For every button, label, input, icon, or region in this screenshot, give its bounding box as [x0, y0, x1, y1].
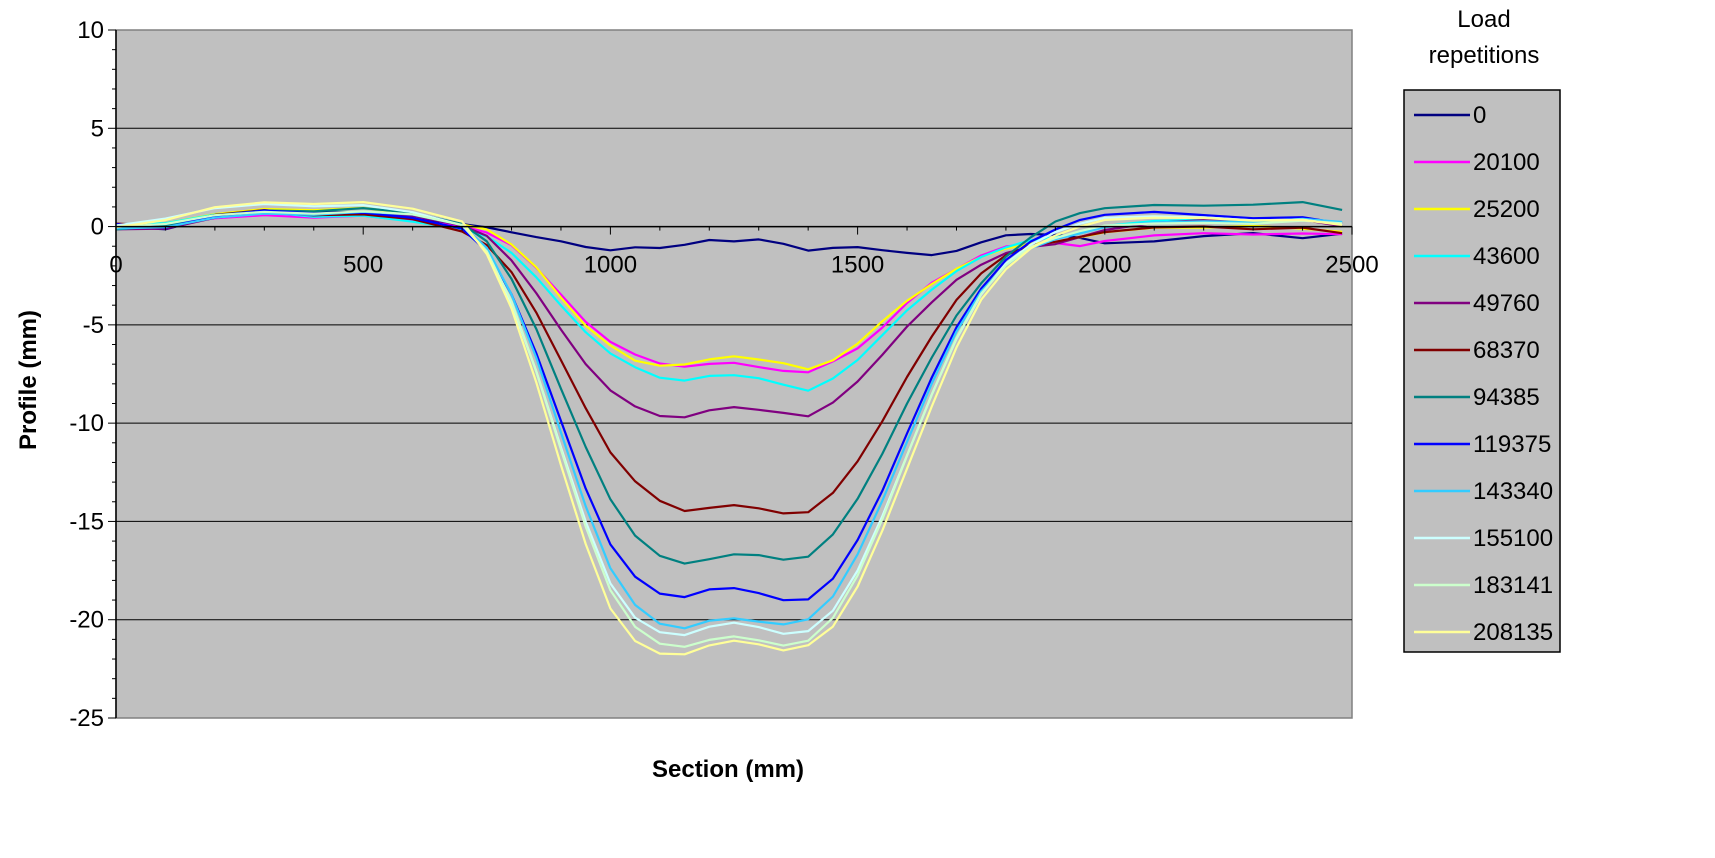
series-line — [115, 209, 1343, 602]
x-tick-label: 1500 — [831, 252, 884, 279]
y-tick-label: -20 — [69, 607, 104, 634]
y-tick-label: -25 — [69, 705, 104, 732]
y-tick-label: -5 — [83, 312, 104, 339]
y-tick-label: -10 — [69, 410, 104, 437]
legend-label: 119375 — [1473, 431, 1551, 458]
legend-label: 143340 — [1473, 478, 1553, 505]
series-line — [115, 201, 1343, 656]
legend-label: 25200 — [1473, 196, 1540, 223]
legend-title-line-2: repetitions — [1429, 42, 1540, 69]
series-line — [115, 210, 1343, 648]
legend-label: 208135 — [1473, 619, 1553, 646]
y-axis-title: Profile (mm) — [15, 310, 42, 450]
legend-box — [1403, 89, 1561, 653]
x-axis-title: Section (mm) — [652, 756, 804, 783]
y-tick-label: -15 — [69, 508, 104, 535]
legend-title-line-1: Load — [1457, 6, 1510, 33]
x-tick-label: 500 — [343, 252, 383, 279]
y-tick-label: 10 — [77, 17, 104, 44]
series-lines — [115, 201, 1343, 656]
y-tick-label: 5 — [91, 115, 104, 142]
x-tick-label: 2000 — [1078, 252, 1131, 279]
x-tick-label: 0 — [109, 252, 122, 279]
x-tick-label: 1000 — [584, 252, 637, 279]
plot-area — [115, 29, 1353, 719]
legend-label: 0 — [1473, 102, 1486, 129]
legend-label: 68370 — [1473, 337, 1540, 364]
tick-labels: 10 5 0 -5 -10 -15 -20 -25 0 500 1000 1500 2000 2500 — [69, 17, 1378, 732]
y-tick-label: 0 — [91, 214, 104, 241]
x-tick-label: 2500 — [1325, 252, 1378, 279]
legend: 0 20100 25200 43600 49760 68370 94385 119375 143… — [1414, 102, 1553, 646]
legend-label: 183141 — [1473, 572, 1553, 599]
axes — [108, 29, 1353, 719]
legend-label: 43600 — [1473, 243, 1540, 270]
legend-label: 49760 — [1473, 290, 1540, 317]
legend-label: 20100 — [1473, 149, 1540, 176]
series-line — [115, 209, 1343, 515]
legend-label: 94385 — [1473, 384, 1540, 411]
legend-label: 155100 — [1473, 525, 1553, 552]
